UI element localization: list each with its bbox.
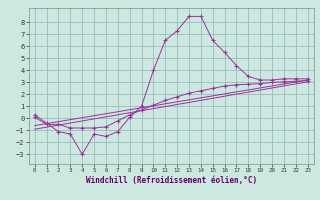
X-axis label: Windchill (Refroidissement éolien,°C): Windchill (Refroidissement éolien,°C) [86, 176, 257, 185]
